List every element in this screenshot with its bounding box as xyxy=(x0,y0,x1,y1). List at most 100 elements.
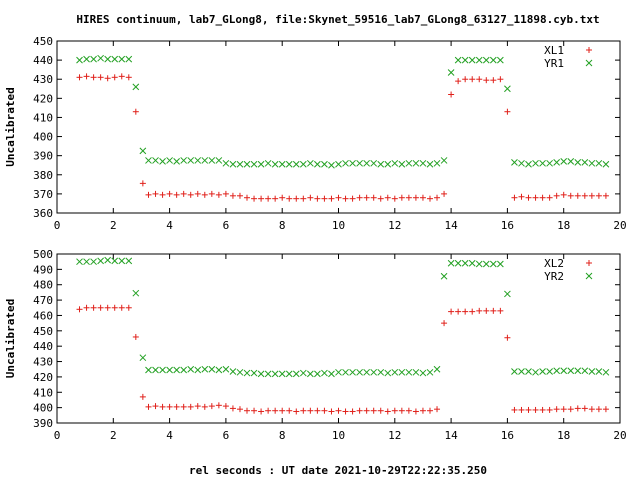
data-point-xl1 xyxy=(222,190,229,197)
data-point-xl2 xyxy=(518,406,525,413)
data-point-yr1 xyxy=(243,160,251,168)
data-point-yr2 xyxy=(90,258,97,266)
x-tick-label: 8 xyxy=(279,429,286,442)
x-tick-label: 14 xyxy=(444,219,458,232)
data-point-xl1 xyxy=(173,191,180,198)
y-tick-label: 360 xyxy=(33,207,53,220)
lower-panel: 0 2 4 6 8 10 12 14 16 18 20 390 400 410 420 430 440 450 46… xyxy=(4,248,627,442)
data-point-yr2 xyxy=(180,366,188,374)
data-point-xl2 xyxy=(455,308,462,315)
y-tick-label: 420 xyxy=(33,371,53,384)
data-point-yr1 xyxy=(104,55,112,63)
data-point-yr1 xyxy=(482,56,490,64)
data-point-xl2 xyxy=(180,403,187,410)
data-point-yr1 xyxy=(567,158,575,165)
data-point-xl1 xyxy=(201,191,208,198)
data-point-yr2 xyxy=(595,368,603,375)
data-point-xl2 xyxy=(560,406,567,413)
data-point-yr1 xyxy=(83,55,90,63)
data-point-yr2 xyxy=(215,366,223,374)
data-point-yr1 xyxy=(419,159,427,167)
data-point-xl2 xyxy=(76,306,83,313)
data-point-yr1 xyxy=(152,157,159,164)
data-point-xl1 xyxy=(104,75,111,82)
data-point-xl1 xyxy=(328,195,335,202)
x-tick-label: 0 xyxy=(54,429,61,442)
x-tick-label: 6 xyxy=(223,429,230,442)
x-tick-label: 10 xyxy=(332,219,345,232)
data-point-yr1 xyxy=(518,159,525,167)
data-point-yr2 xyxy=(581,367,589,375)
data-point-yr2 xyxy=(440,272,448,280)
data-point-yr2 xyxy=(208,365,216,373)
data-point-xl2 xyxy=(391,407,398,414)
data-point-xl1 xyxy=(208,190,215,197)
data-point-yr2 xyxy=(377,368,385,376)
data-point-yr1 xyxy=(215,157,223,164)
data-point-xl1 xyxy=(293,195,300,202)
data-point-xl2 xyxy=(300,407,307,414)
x-tick-label: 18 xyxy=(557,219,570,232)
data-point-yr1 xyxy=(236,160,244,168)
data-point-xl1 xyxy=(483,77,490,84)
data-point-yr1 xyxy=(187,157,195,164)
data-point-yr2 xyxy=(504,290,511,298)
data-point-xl2 xyxy=(194,403,201,410)
data-point-xl1 xyxy=(581,192,588,199)
data-point-xl2 xyxy=(441,320,448,327)
data-point-xl1 xyxy=(448,91,455,98)
data-point-yr2 xyxy=(588,368,596,375)
y-tick-label: 470 xyxy=(33,294,53,307)
y-tick-label: 420 xyxy=(33,92,53,105)
data-point-yr2 xyxy=(278,370,286,378)
data-point-yr1 xyxy=(440,157,448,164)
data-point-yr2 xyxy=(518,368,525,375)
data-point-xl2 xyxy=(588,406,595,413)
legend-label: XL2 xyxy=(544,257,564,270)
data-point-xl2 xyxy=(476,307,483,314)
y-axis-label: Uncalibrated xyxy=(4,87,17,166)
data-point-xl1 xyxy=(574,192,581,199)
x-tick-label: 0 xyxy=(54,219,61,232)
data-point-yr2 xyxy=(546,368,553,375)
data-point-yr1 xyxy=(208,157,216,164)
y-tick-label: 390 xyxy=(33,150,53,163)
data-point-xl2 xyxy=(349,408,356,415)
data-point-yr1 xyxy=(349,159,356,167)
data-point-yr1 xyxy=(285,160,293,168)
x-tick-label: 6 xyxy=(223,219,230,232)
data-point-xl2 xyxy=(118,304,125,311)
data-point-yr2 xyxy=(398,368,406,376)
data-point-yr1 xyxy=(257,160,265,168)
data-point-yr2 xyxy=(461,259,469,267)
data-point-yr2 xyxy=(264,370,272,378)
data-point-yr2 xyxy=(306,370,314,378)
data-point-yr2 xyxy=(567,367,575,375)
y-tick-label: 450 xyxy=(33,325,53,338)
data-point-xl2 xyxy=(222,403,229,410)
data-point-yr1 xyxy=(468,56,476,64)
data-point-yr1 xyxy=(363,159,371,167)
data-point-xl2 xyxy=(215,402,222,409)
data-point-yr1 xyxy=(391,159,399,167)
data-point-xl2 xyxy=(152,403,159,410)
x-tick-label: 4 xyxy=(166,429,173,442)
data-point-xl1 xyxy=(426,195,433,202)
data-point-xl2 xyxy=(335,407,342,414)
data-point-yr1 xyxy=(433,159,441,167)
data-point-xl2 xyxy=(321,407,328,414)
data-point-xl2 xyxy=(90,304,97,311)
x-tick-label: 16 xyxy=(501,219,514,232)
data-point-xl2 xyxy=(384,408,391,415)
data-point-yr2 xyxy=(560,367,568,375)
data-point-xl2 xyxy=(602,406,609,413)
y-tick-label: 490 xyxy=(33,263,53,276)
data-point-xl1 xyxy=(159,191,166,198)
data-point-xl1 xyxy=(76,74,83,81)
data-point-yr1 xyxy=(504,85,511,93)
data-point-xl2 xyxy=(525,406,532,413)
data-point-xl1 xyxy=(194,190,201,197)
data-point-xl2 xyxy=(307,407,314,414)
data-point-xl1 xyxy=(476,76,483,83)
